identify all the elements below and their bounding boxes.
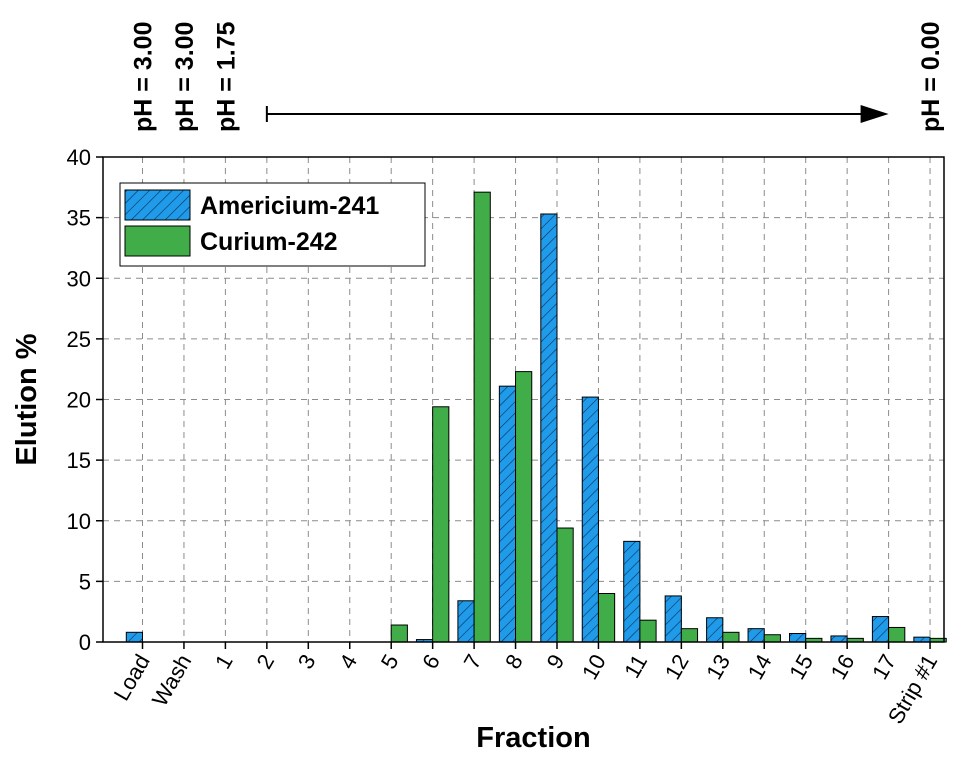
bar-curium-242-13 [680,628,699,643]
bar-americium-241-18 [871,616,890,643]
bar-curium-242-18 [888,626,906,643]
bar-curium-242-8 [473,191,491,643]
ph-label: pH = 1.75 [212,21,240,132]
x-tick-label: 5 [376,650,404,673]
legend-label: Curium-242 [200,228,338,256]
ph-label: pH = 0.00 [917,22,945,132]
y-tick-label: 0 [79,630,91,655]
bar-americium-241-17 [830,635,848,643]
x-tick-label: 9 [542,650,570,673]
x-tick-label: 6 [417,650,445,673]
y-tick-label: 35 [67,206,91,231]
x-tick-label: 16 [826,650,860,684]
bar-americium-241-0 [125,631,144,643]
bar-americium-241-15 [747,628,765,643]
ph-arrow [265,105,889,123]
bar-americium-241-10 [540,213,558,643]
x-tick-label: 13 [701,650,735,684]
x-tick-label: 15 [784,650,818,684]
x-axis-title: Fraction [476,722,590,754]
y-axis: 0 5 10 15 20 25 30 35 40 [67,145,103,655]
ph-label: pH = 3.00 [130,22,158,132]
x-tick-label: 7 [459,650,487,673]
bar-curium-242-14 [722,631,740,643]
bar-curium-242-6 [390,624,408,643]
bar-americium-241-16 [789,633,807,643]
y-tick-label: 40 [67,145,91,170]
x-tick-label: 8 [500,650,528,673]
bar-americium-241-11 [581,396,599,643]
bar-americium-241-14 [706,617,724,643]
x-tick-label: 1 [210,650,238,673]
bar-americium-241-9 [498,385,517,643]
x-tick-label: 12 [660,650,694,684]
legend-swatch [124,189,191,221]
bar-americium-241-12 [623,540,641,643]
y-tick-label: 30 [67,266,91,291]
y-tick-label: 25 [67,327,91,352]
x-tick-label: 14 [743,650,777,684]
x-tick-label: 3 [293,650,321,673]
bar-curium-242-15 [763,634,781,643]
bar-curium-242-10 [556,527,574,643]
y-tick-label: 5 [79,569,91,594]
bar-americium-241-8 [457,600,475,643]
x-tick-label: 11 [619,650,652,682]
bars [125,191,947,643]
x-tick-label: 10 [577,650,611,684]
legend-swatch [124,225,191,257]
x-tick-label: 4 [334,650,362,673]
bar-curium-242-11 [597,593,616,643]
bar-americium-241-13 [664,595,682,643]
bar-curium-242-7 [432,406,450,643]
x-tick-label: 17 [867,650,901,684]
bar-curium-242-9 [515,371,533,643]
x-tick-label: 2 [251,650,279,673]
x-tick-label: Wash [147,650,196,710]
ph-label: pH = 3.00 [171,22,199,132]
y-tick-label: 15 [67,448,91,473]
legend: Americium-241 Curium-242 [119,182,426,267]
bar-curium-242-12 [639,619,657,643]
y-tick-label: 10 [67,509,91,534]
ph-annotations: pH = 3.00 pH = 3.00 pH = 1.75 pH = 0.00 [130,21,946,132]
y-axis-title: Elution % [11,333,43,465]
arrow-head [860,105,889,123]
legend-label: Americium-241 [200,192,379,220]
y-tick-label: 20 [67,388,91,413]
